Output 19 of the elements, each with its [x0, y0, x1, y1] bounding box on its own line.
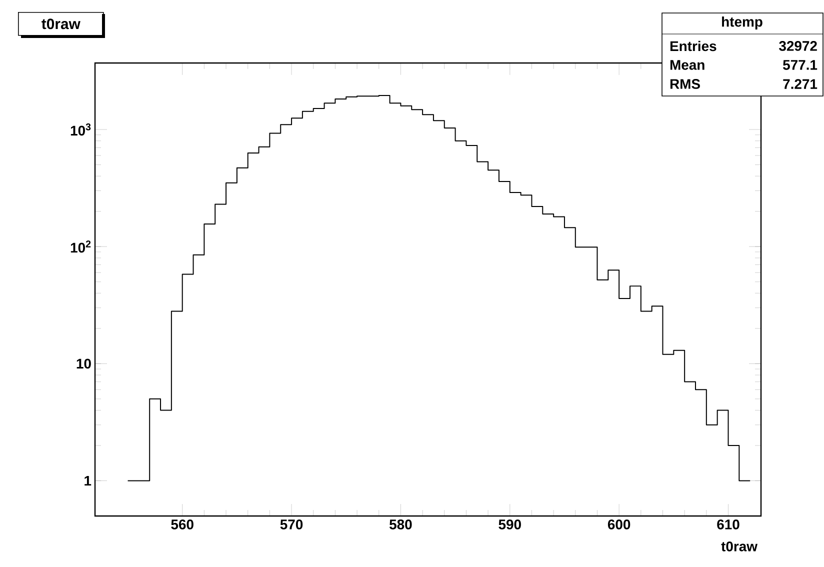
x-tick-label: 610	[717, 519, 740, 530]
y-tick-label: 10$^{3}$	[70, 123, 91, 136]
text: 32972	[779, 41, 817, 51]
x-axis-title: t0raw	[721, 541, 758, 552]
text: htemp	[722, 16, 762, 30]
x-tick-label: 600	[608, 519, 630, 530]
y-tick-label: 1	[84, 476, 92, 486]
y-tick-label: 10$^{2}$	[70, 240, 91, 253]
chart-title: t0raw	[42, 18, 80, 30]
text: 577.1	[783, 60, 818, 70]
y-tick-label: 10	[76, 358, 91, 369]
x-tick-label: 560	[171, 519, 194, 530]
x-tick-label: 570	[280, 519, 303, 530]
annotation: Mean	[670, 60, 704, 70]
x-tick-label: 590	[498, 519, 521, 530]
annotation: RMS	[670, 79, 700, 89]
text: Entries	[670, 40, 716, 52]
text: 7.271	[783, 79, 818, 89]
x-tick-label: 580	[389, 519, 412, 530]
